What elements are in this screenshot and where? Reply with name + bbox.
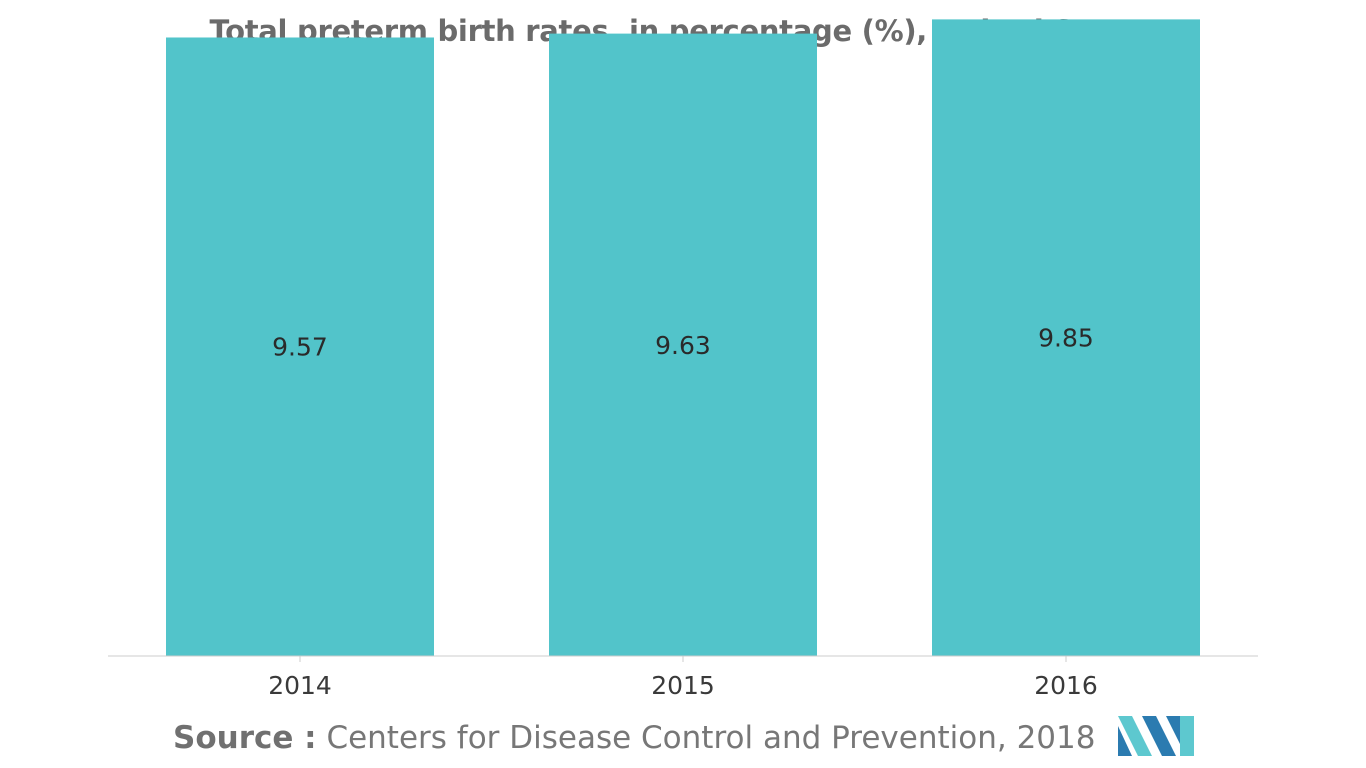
logo-shape-mid <box>1142 716 1176 756</box>
x-tick-label-2015: 2015 <box>651 671 715 700</box>
x-tick-label-2016: 2016 <box>1034 671 1098 700</box>
data-label-2016: 9.85 <box>1038 324 1094 353</box>
source-citation: Source : Centers for Disease Control and… <box>173 720 1095 756</box>
x-tick-label-2014: 2014 <box>268 671 332 700</box>
logo-shape-left <box>1118 716 1152 756</box>
data-label-2015: 9.63 <box>655 331 711 360</box>
mordor-intelligence-logo-icon <box>1118 716 1194 756</box>
chart-plot: 2014 2015 2016 9.57 9.63 9.85 <box>108 19 1258 700</box>
data-label-2014: 9.57 <box>272 333 328 362</box>
bars-layer <box>166 19 1200 657</box>
x-ticks-layer: 2014 2015 2016 <box>268 656 1098 700</box>
data-labels-layer: 9.57 9.63 9.85 <box>272 324 1094 362</box>
bar-2016 <box>932 19 1200 657</box>
bar-2014 <box>166 37 434 656</box>
bar-2015 <box>549 33 817 656</box>
logo-shape-left-dark <box>1118 726 1132 756</box>
logo-shape-right <box>1180 716 1194 756</box>
source-label: Source : <box>173 720 317 756</box>
logo-shape-right-dark <box>1166 716 1180 744</box>
source-text: Centers for Disease Control and Preventi… <box>326 720 1096 756</box>
